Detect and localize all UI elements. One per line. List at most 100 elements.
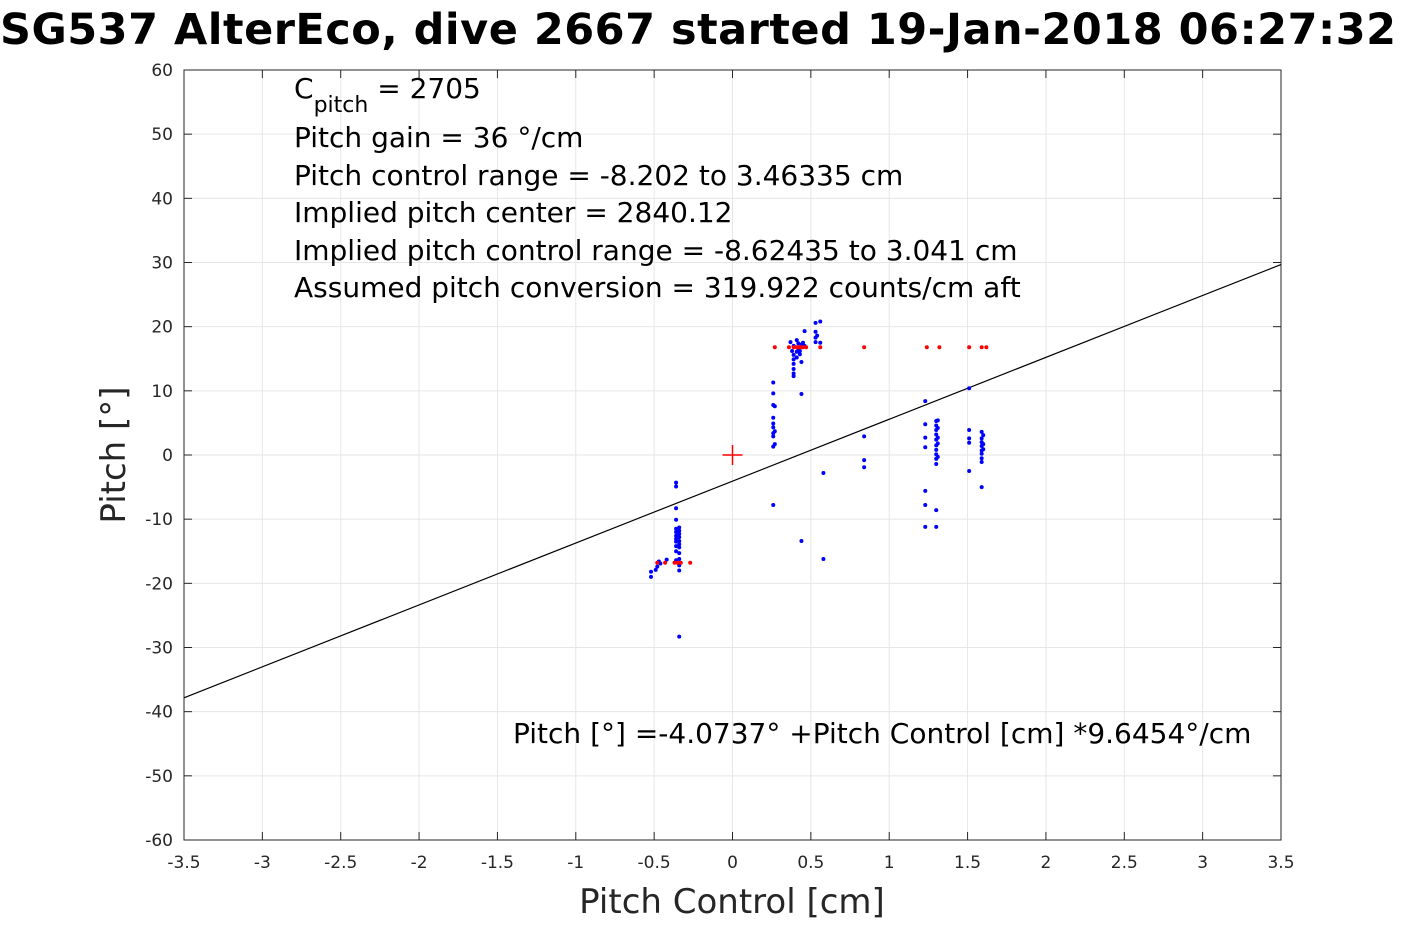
data-point xyxy=(923,503,928,508)
data-point xyxy=(799,538,804,543)
data-point xyxy=(677,531,682,536)
x-tick-label: 1 xyxy=(884,853,895,873)
data-point xyxy=(772,345,777,350)
data-point xyxy=(771,415,776,420)
data-point xyxy=(677,528,682,533)
data-point xyxy=(677,545,682,550)
x-tick-label: 3 xyxy=(1197,853,1208,873)
data-point xyxy=(674,517,679,522)
data-point xyxy=(791,374,796,379)
data-point xyxy=(862,345,867,350)
data-point xyxy=(979,456,984,461)
data-point xyxy=(649,574,654,579)
data-point xyxy=(664,557,669,562)
data-point xyxy=(677,538,682,543)
annotation-pitch-gain: Pitch gain = 36 °/cm xyxy=(294,121,583,154)
x-tick-label: -1.5 xyxy=(481,853,514,873)
data-point xyxy=(677,551,682,556)
x-tick-label: -0.5 xyxy=(638,853,671,873)
data-point xyxy=(674,533,679,538)
data-point xyxy=(862,458,867,463)
data-point xyxy=(923,524,928,529)
data-point xyxy=(771,503,776,508)
y-tick-label: 20 xyxy=(151,318,173,338)
data-point xyxy=(981,433,986,438)
data-point xyxy=(677,568,682,573)
data-point xyxy=(674,480,679,485)
data-point xyxy=(674,549,679,554)
data-point xyxy=(967,386,972,391)
x-tick-label: 0 xyxy=(727,853,738,873)
y-tick-label: -30 xyxy=(145,639,173,659)
data-point xyxy=(678,560,683,565)
x-tick-label: 2 xyxy=(1041,853,1052,873)
y-tick-label: -40 xyxy=(145,703,173,723)
data-point xyxy=(935,418,940,423)
data-point xyxy=(934,461,939,466)
data-point xyxy=(862,434,867,439)
data-point xyxy=(788,340,793,345)
data-point xyxy=(821,556,826,561)
data-point xyxy=(677,542,682,547)
annotation-implied-control-range: Implied pitch control range = -8.62435 t… xyxy=(294,234,1018,267)
x-tick-label: 3.5 xyxy=(1267,853,1294,873)
data-points xyxy=(649,319,989,639)
data-point xyxy=(794,355,799,360)
data-point xyxy=(979,345,984,350)
y-tick-label: 30 xyxy=(151,254,173,274)
data-point xyxy=(790,349,795,354)
x-tick-label: -2.5 xyxy=(324,853,357,873)
data-point xyxy=(791,345,796,350)
data-point xyxy=(688,560,693,565)
data-point xyxy=(655,564,660,569)
data-point xyxy=(674,506,679,511)
data-point xyxy=(967,345,972,350)
x-tick-label: 1.5 xyxy=(954,853,981,873)
data-point xyxy=(653,567,658,572)
data-point xyxy=(649,569,654,574)
data-point xyxy=(813,320,818,325)
data-point xyxy=(923,399,928,404)
annotation-c-pitch-prefix: C xyxy=(294,72,314,105)
data-point xyxy=(801,340,806,345)
y-tick-label: 0 xyxy=(162,446,173,466)
data-point xyxy=(979,429,984,434)
data-point xyxy=(934,508,939,513)
data-point xyxy=(967,469,972,474)
annotation-c-pitch: Cpitch = 2705 xyxy=(294,72,481,118)
data-point xyxy=(672,560,677,565)
data-point xyxy=(796,341,801,346)
pitch-center-marker xyxy=(722,445,743,465)
data-point xyxy=(923,488,928,493)
data-point xyxy=(791,361,796,366)
data-point xyxy=(797,352,802,357)
data-point xyxy=(772,404,777,409)
y-tick-label: -20 xyxy=(145,574,173,594)
annotation-implied-pitch-center: Implied pitch center = 2840.12 xyxy=(294,196,732,229)
x-tick-label: 0.5 xyxy=(797,853,824,873)
data-point xyxy=(791,357,796,362)
data-point xyxy=(663,560,668,565)
data-point xyxy=(674,530,679,534)
data-point xyxy=(674,484,679,489)
data-point xyxy=(815,333,820,338)
data-point xyxy=(818,340,823,345)
y-tick-label: 60 xyxy=(151,61,173,81)
data-point xyxy=(772,442,777,447)
data-point xyxy=(935,441,940,446)
fit-equation-label: Pitch [°] =-4.0737° +Pitch Control [cm] … xyxy=(513,717,1251,750)
data-point xyxy=(674,526,679,531)
y-tick-label: 10 xyxy=(151,382,173,402)
data-point xyxy=(981,447,986,452)
data-point xyxy=(658,561,663,566)
data-point xyxy=(979,451,984,456)
data-point xyxy=(799,359,804,364)
data-point xyxy=(813,340,818,345)
data-point xyxy=(935,454,940,459)
data-point xyxy=(821,470,826,475)
data-point xyxy=(677,634,682,639)
data-point xyxy=(818,319,823,324)
data-point xyxy=(934,524,939,529)
annotation-pitch-conversion: Assumed pitch conversion = 319.922 count… xyxy=(294,271,1021,304)
